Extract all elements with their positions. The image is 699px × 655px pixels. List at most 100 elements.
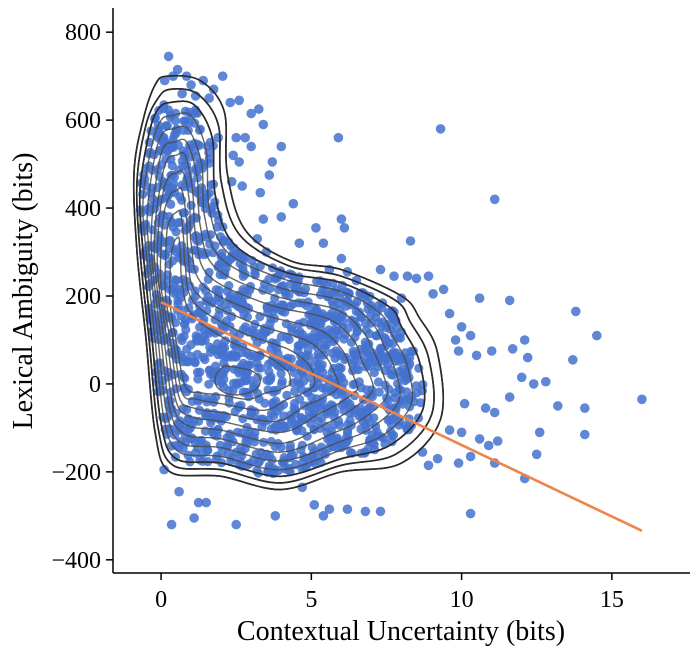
data-point xyxy=(292,424,302,435)
data-point xyxy=(489,194,500,205)
data-point xyxy=(387,313,397,323)
data-point xyxy=(492,436,503,446)
data-point xyxy=(252,338,262,348)
data-point xyxy=(174,284,184,295)
data-point xyxy=(317,413,327,423)
data-point xyxy=(208,84,219,95)
data-point xyxy=(444,425,455,435)
data-point xyxy=(330,325,340,335)
kde-contour-level-5 xyxy=(146,125,401,462)
data-point xyxy=(276,212,287,222)
data-point xyxy=(336,253,347,264)
data-point xyxy=(405,236,416,246)
data-point xyxy=(198,75,208,86)
data-point xyxy=(193,374,203,384)
data-point xyxy=(428,289,438,299)
data-point xyxy=(202,305,212,316)
data-point xyxy=(307,393,317,403)
data-point xyxy=(486,346,497,356)
x-axis-ticks: 0 5 10 15 xyxy=(155,573,624,613)
data-point xyxy=(364,329,374,339)
data-point xyxy=(339,223,350,233)
data-point xyxy=(402,387,412,397)
data-point xyxy=(415,398,426,408)
data-point xyxy=(336,363,346,373)
data-point xyxy=(411,381,421,391)
data-point xyxy=(372,431,382,441)
data-point xyxy=(251,328,261,338)
x-tick-label: 15 xyxy=(600,587,624,613)
data-point xyxy=(179,208,190,218)
data-point xyxy=(438,284,449,295)
kde-contours-inner xyxy=(132,74,445,491)
data-point xyxy=(226,241,236,251)
y-tick-label: −400 xyxy=(51,548,101,574)
data-point xyxy=(459,398,470,409)
x-tick-label: 10 xyxy=(450,587,474,613)
data-point xyxy=(391,348,401,358)
data-point xyxy=(363,444,373,454)
data-point xyxy=(252,358,262,368)
data-point xyxy=(316,315,326,326)
data-point xyxy=(204,379,214,389)
data-point xyxy=(296,412,306,423)
data-point xyxy=(183,224,193,234)
data-point xyxy=(507,344,518,354)
data-point xyxy=(519,335,530,345)
data-point xyxy=(258,214,269,224)
data-point xyxy=(198,448,208,458)
data-point xyxy=(375,264,386,275)
data-point xyxy=(288,198,299,209)
data-point xyxy=(186,351,196,361)
data-point xyxy=(177,88,187,99)
kde-contour-level-10 xyxy=(164,209,316,412)
data-point xyxy=(192,108,202,118)
data-point xyxy=(204,93,214,103)
data-point xyxy=(307,442,317,453)
data-point xyxy=(321,421,331,431)
data-point xyxy=(264,170,275,180)
data-point xyxy=(474,293,485,304)
data-point xyxy=(396,293,407,304)
data-point xyxy=(270,442,280,452)
data-point xyxy=(453,346,464,356)
data-point xyxy=(208,248,218,258)
data-point xyxy=(456,322,467,332)
data-point xyxy=(444,308,455,319)
data-point xyxy=(153,133,163,143)
data-point xyxy=(163,51,174,62)
data-point xyxy=(263,415,273,425)
data-point xyxy=(241,387,251,398)
data-point xyxy=(394,420,404,430)
data-point xyxy=(288,299,298,309)
data-point xyxy=(199,250,209,260)
data-point xyxy=(286,354,296,364)
data-point xyxy=(257,422,267,432)
data-point xyxy=(222,440,233,450)
data-point xyxy=(465,451,476,462)
data-point xyxy=(201,497,211,508)
data-point xyxy=(282,390,292,400)
data-point xyxy=(592,330,602,341)
data-point xyxy=(322,339,332,350)
data-point xyxy=(399,368,410,378)
data-point xyxy=(522,352,533,363)
data-point xyxy=(250,428,260,438)
data-point xyxy=(277,376,287,386)
data-point xyxy=(278,423,288,433)
regression-line xyxy=(160,300,643,532)
data-point xyxy=(149,333,159,343)
data-point xyxy=(212,222,222,232)
data-point xyxy=(180,116,190,126)
y-axis-ticks: −400 −200 0 200 400 600 800 xyxy=(51,20,113,574)
data-point xyxy=(195,367,205,377)
data-point xyxy=(194,300,204,310)
data-point xyxy=(276,332,286,342)
data-point xyxy=(219,358,229,368)
data-point xyxy=(450,335,461,345)
data-point xyxy=(383,415,393,425)
data-point xyxy=(236,361,246,371)
data-point xyxy=(417,447,428,457)
data-point xyxy=(453,458,464,468)
dense-point-cloud xyxy=(135,100,428,479)
